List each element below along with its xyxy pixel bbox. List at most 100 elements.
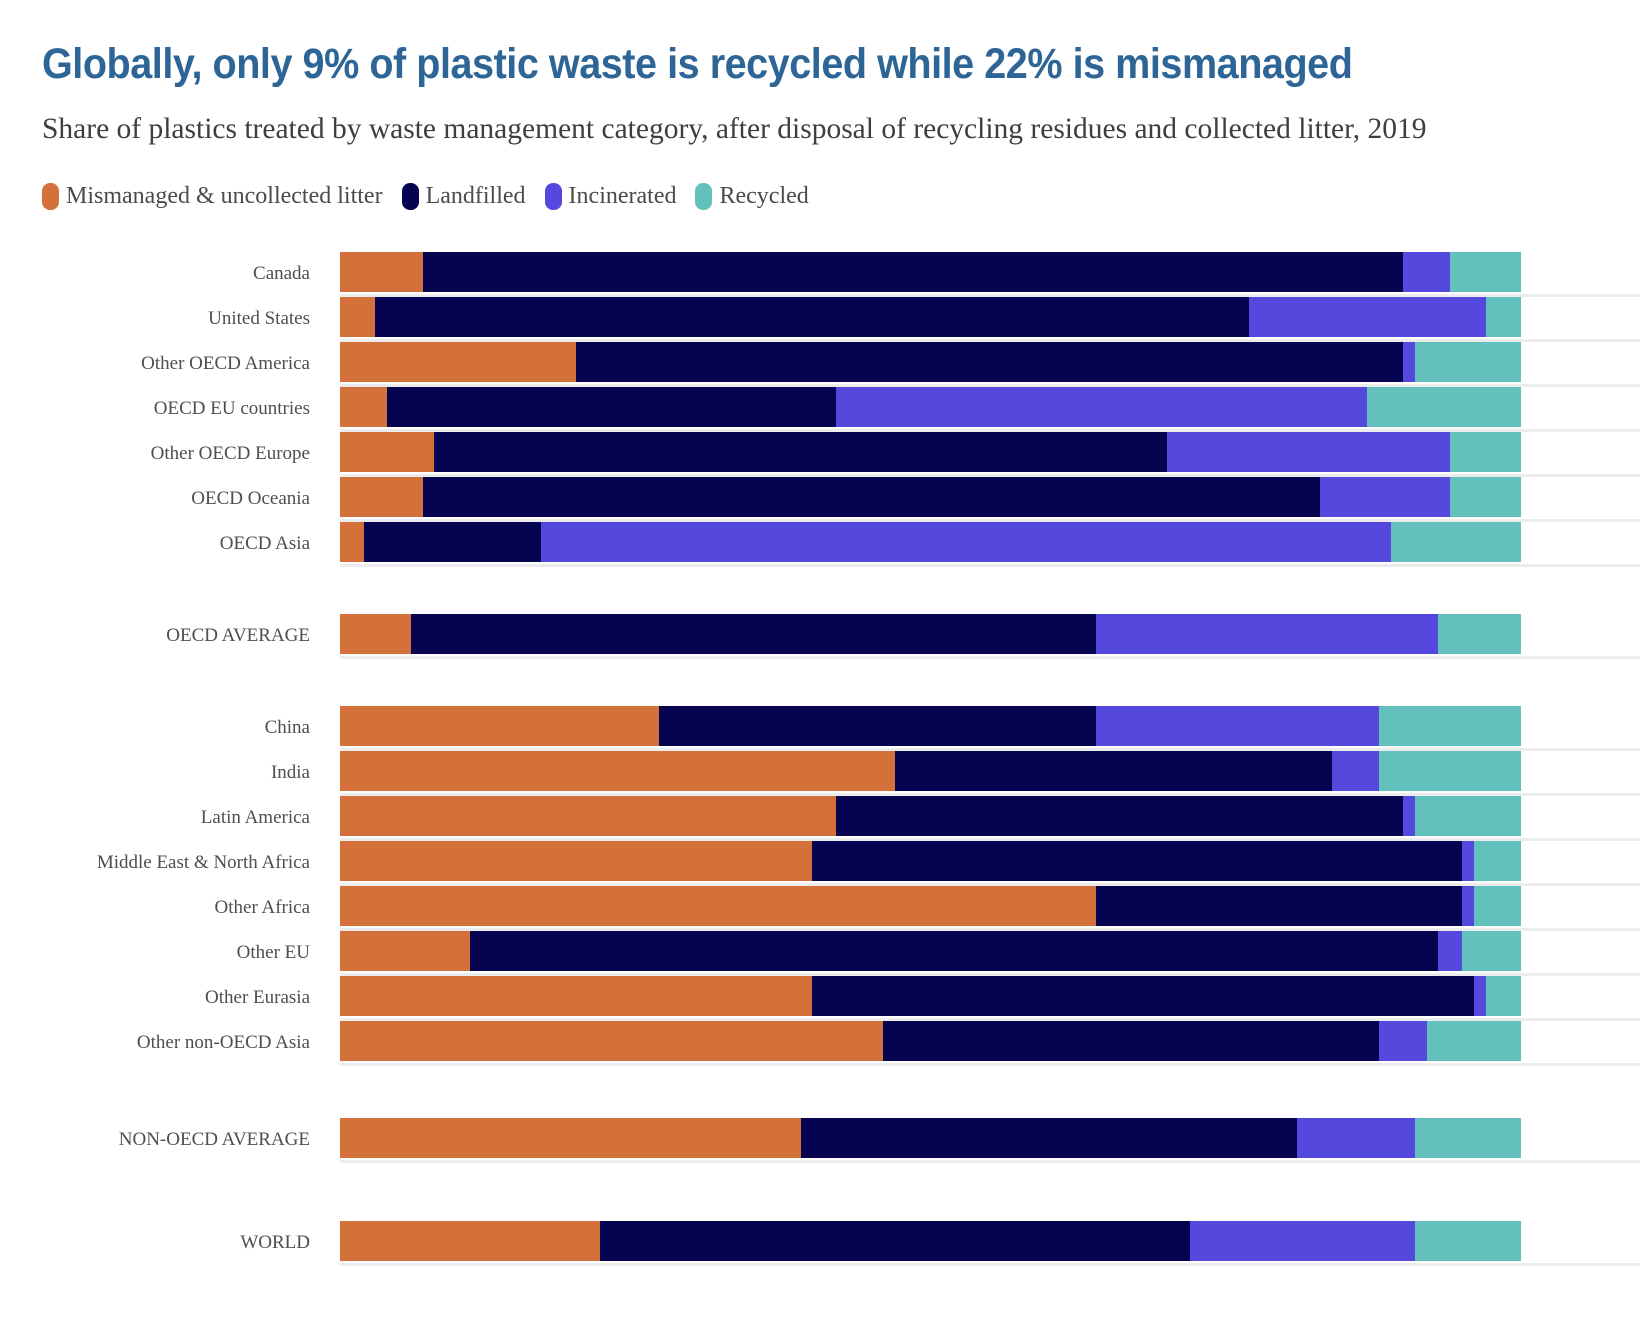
bar-row: Other OECD Europe	[42, 431, 1650, 477]
bar-segment	[1095, 705, 1380, 746]
row-label: Other EU	[236, 941, 310, 963]
legend-label: Incinerated	[568, 182, 677, 209]
bar-segment	[1402, 795, 1415, 836]
bar-segment	[800, 1117, 1297, 1158]
bar-track	[340, 750, 1640, 796]
bar-segment	[1402, 251, 1451, 292]
stacked-bar	[340, 341, 1521, 382]
stacked-bar	[340, 795, 1521, 836]
bar-segment	[434, 431, 1167, 472]
section-gap	[42, 659, 1650, 706]
bar-segment	[1473, 885, 1521, 926]
bar-segment	[340, 476, 423, 517]
bar-segment	[1320, 476, 1451, 517]
bar-segment	[469, 930, 1439, 971]
bar-row: India	[42, 750, 1650, 796]
bar-segment	[340, 930, 470, 971]
legend-item: Recycled	[695, 182, 809, 210]
stacked-bar	[340, 750, 1521, 791]
bar-segment	[812, 975, 1474, 1016]
bar-row: Middle East & North Africa	[42, 840, 1650, 886]
legend-swatch-icon	[544, 182, 562, 210]
stacked-bar	[340, 1020, 1521, 1061]
row-label: Latin America	[200, 806, 310, 828]
row-label: United States	[208, 307, 310, 329]
bar-segment	[1414, 1117, 1521, 1158]
bar-segment	[1379, 1020, 1427, 1061]
bar-track	[340, 251, 1640, 297]
row-label: OECD Asia	[219, 532, 310, 554]
row-label: Middle East & North Africa	[96, 851, 310, 873]
stacked-bar	[340, 386, 1521, 427]
bar-segment	[422, 476, 1321, 517]
stacked-bar	[340, 613, 1521, 654]
bar-row: Other Eurasia	[42, 975, 1650, 1021]
bar-segment	[1095, 885, 1462, 926]
bar-row: OECD AVERAGE	[42, 613, 1650, 659]
bar-segment	[540, 521, 1392, 562]
legend-swatch-icon	[401, 182, 419, 210]
legend: Mismanaged & uncollected litter Landfille…	[42, 182, 1650, 210]
bar-segment	[576, 341, 1403, 382]
bar-row: China	[42, 705, 1650, 751]
stacked-bar-chart: Canada United States Other OECD America OEC…	[42, 251, 1650, 1266]
bar-segment	[340, 1117, 801, 1158]
stacked-bar	[340, 885, 1521, 926]
bar-segment	[340, 1020, 884, 1061]
stacked-bar	[340, 705, 1521, 746]
row-label: Canada	[253, 262, 310, 284]
stacked-bar	[340, 975, 1521, 1016]
bar-segment	[422, 251, 1403, 292]
bar-segment	[340, 795, 837, 836]
bar-track	[340, 930, 1640, 976]
row-label: OECD EU countries	[153, 397, 310, 419]
bar-segment	[895, 750, 1333, 791]
stacked-bar	[340, 296, 1521, 337]
row-label: WORLD	[240, 1231, 310, 1253]
bar-segment	[340, 431, 435, 472]
bar-segment	[1414, 341, 1521, 382]
bar-segment	[1450, 251, 1521, 292]
bar-segment	[387, 386, 836, 427]
bar-segment	[340, 705, 659, 746]
legend-item: Landfilled	[401, 182, 526, 210]
bar-track	[340, 1117, 1640, 1163]
bar-segment	[363, 521, 541, 562]
row-label: OECD AVERAGE	[166, 624, 310, 646]
bar-row: Other EU	[42, 930, 1650, 976]
chart-subtitle: Share of plastics treated by waste manag…	[42, 113, 1427, 145]
row-label: Other OECD America	[141, 352, 310, 374]
bar-track	[340, 476, 1640, 522]
legend-label: Mismanaged & uncollected litter	[66, 182, 383, 209]
bar-track	[340, 975, 1640, 1021]
bar-segment	[1450, 431, 1521, 472]
bar-segment	[1414, 795, 1521, 836]
bar-segment	[1190, 1220, 1415, 1261]
bar-track	[340, 840, 1640, 886]
stacked-bar	[340, 521, 1521, 562]
row-label: NON-OECD AVERAGE	[118, 1128, 310, 1150]
legend-label: Landfilled	[425, 182, 526, 209]
bar-segment	[1249, 296, 1486, 337]
bar-track	[340, 1020, 1640, 1066]
bar-row: Canada	[42, 251, 1650, 297]
bar-track	[340, 885, 1640, 931]
bar-segment	[1296, 1117, 1415, 1158]
row-label: China	[264, 716, 310, 738]
bar-segment	[1414, 1220, 1521, 1261]
section-gap	[42, 1163, 1650, 1221]
page: Globally, only 9% of plastic waste is re…	[42, 40, 1650, 1266]
bar-row: OECD Oceania	[42, 476, 1650, 522]
bar-segment	[1461, 840, 1474, 881]
bar-segment	[340, 1220, 600, 1261]
bar-segment	[1485, 975, 1521, 1016]
stacked-bar	[340, 1117, 1521, 1158]
legend-swatch-icon	[42, 182, 59, 210]
bar-track	[340, 431, 1640, 477]
bar-segment	[340, 750, 896, 791]
legend-label: Recycled	[719, 182, 809, 209]
bar-segment	[1379, 750, 1521, 791]
bar-row: Other non-OECD Asia	[42, 1020, 1650, 1066]
bar-segment	[1461, 930, 1521, 971]
section-gap	[42, 567, 1650, 614]
